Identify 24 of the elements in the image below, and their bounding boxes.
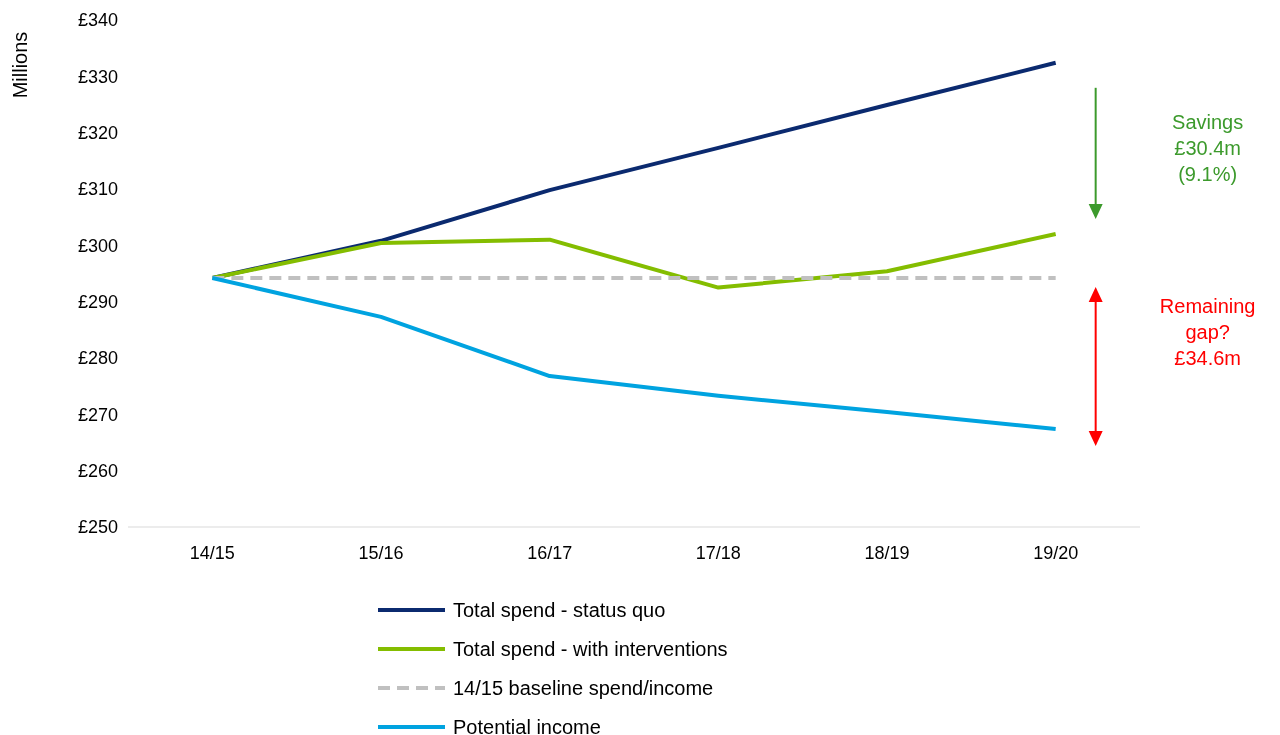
legend-label: Total spend - status quo (453, 599, 666, 621)
x-tick-label: 19/20 (1033, 543, 1079, 563)
y-tick-label: £280 (77, 348, 118, 369)
y-tick-label: £310 (77, 179, 118, 200)
y-tick-label: £290 (77, 291, 118, 312)
y-tick-label: £320 (77, 122, 118, 143)
y-tick-label: £300 (77, 235, 118, 256)
legend-label: Total spend - with interventions (453, 638, 728, 660)
x-tick-label: 15/16 (358, 543, 404, 563)
y-tick-label: £250 (77, 517, 118, 538)
x-tick-label: 14/15 (189, 543, 235, 563)
y-tick-label: £260 (77, 460, 118, 481)
y-tick-label: £340 (77, 10, 118, 31)
x-tick-label: 17/18 (695, 543, 741, 563)
text: Remaining gap? £34.6m (1159, 294, 1256, 369)
legend-label: Potential income (453, 716, 601, 735)
x-tick-label: 16/17 (527, 543, 573, 563)
text: Savings £30.4m (9.1%) (1172, 111, 1244, 186)
y-axis-title: Millions (9, 31, 31, 99)
y-tick-label: £270 (77, 404, 118, 425)
x-tick-label: 18/19 (864, 543, 910, 563)
line-series (210, 276, 1058, 431)
y-tick-label: £330 (77, 66, 118, 87)
legend-label: 14/15 baseline spend/income (453, 677, 714, 699)
